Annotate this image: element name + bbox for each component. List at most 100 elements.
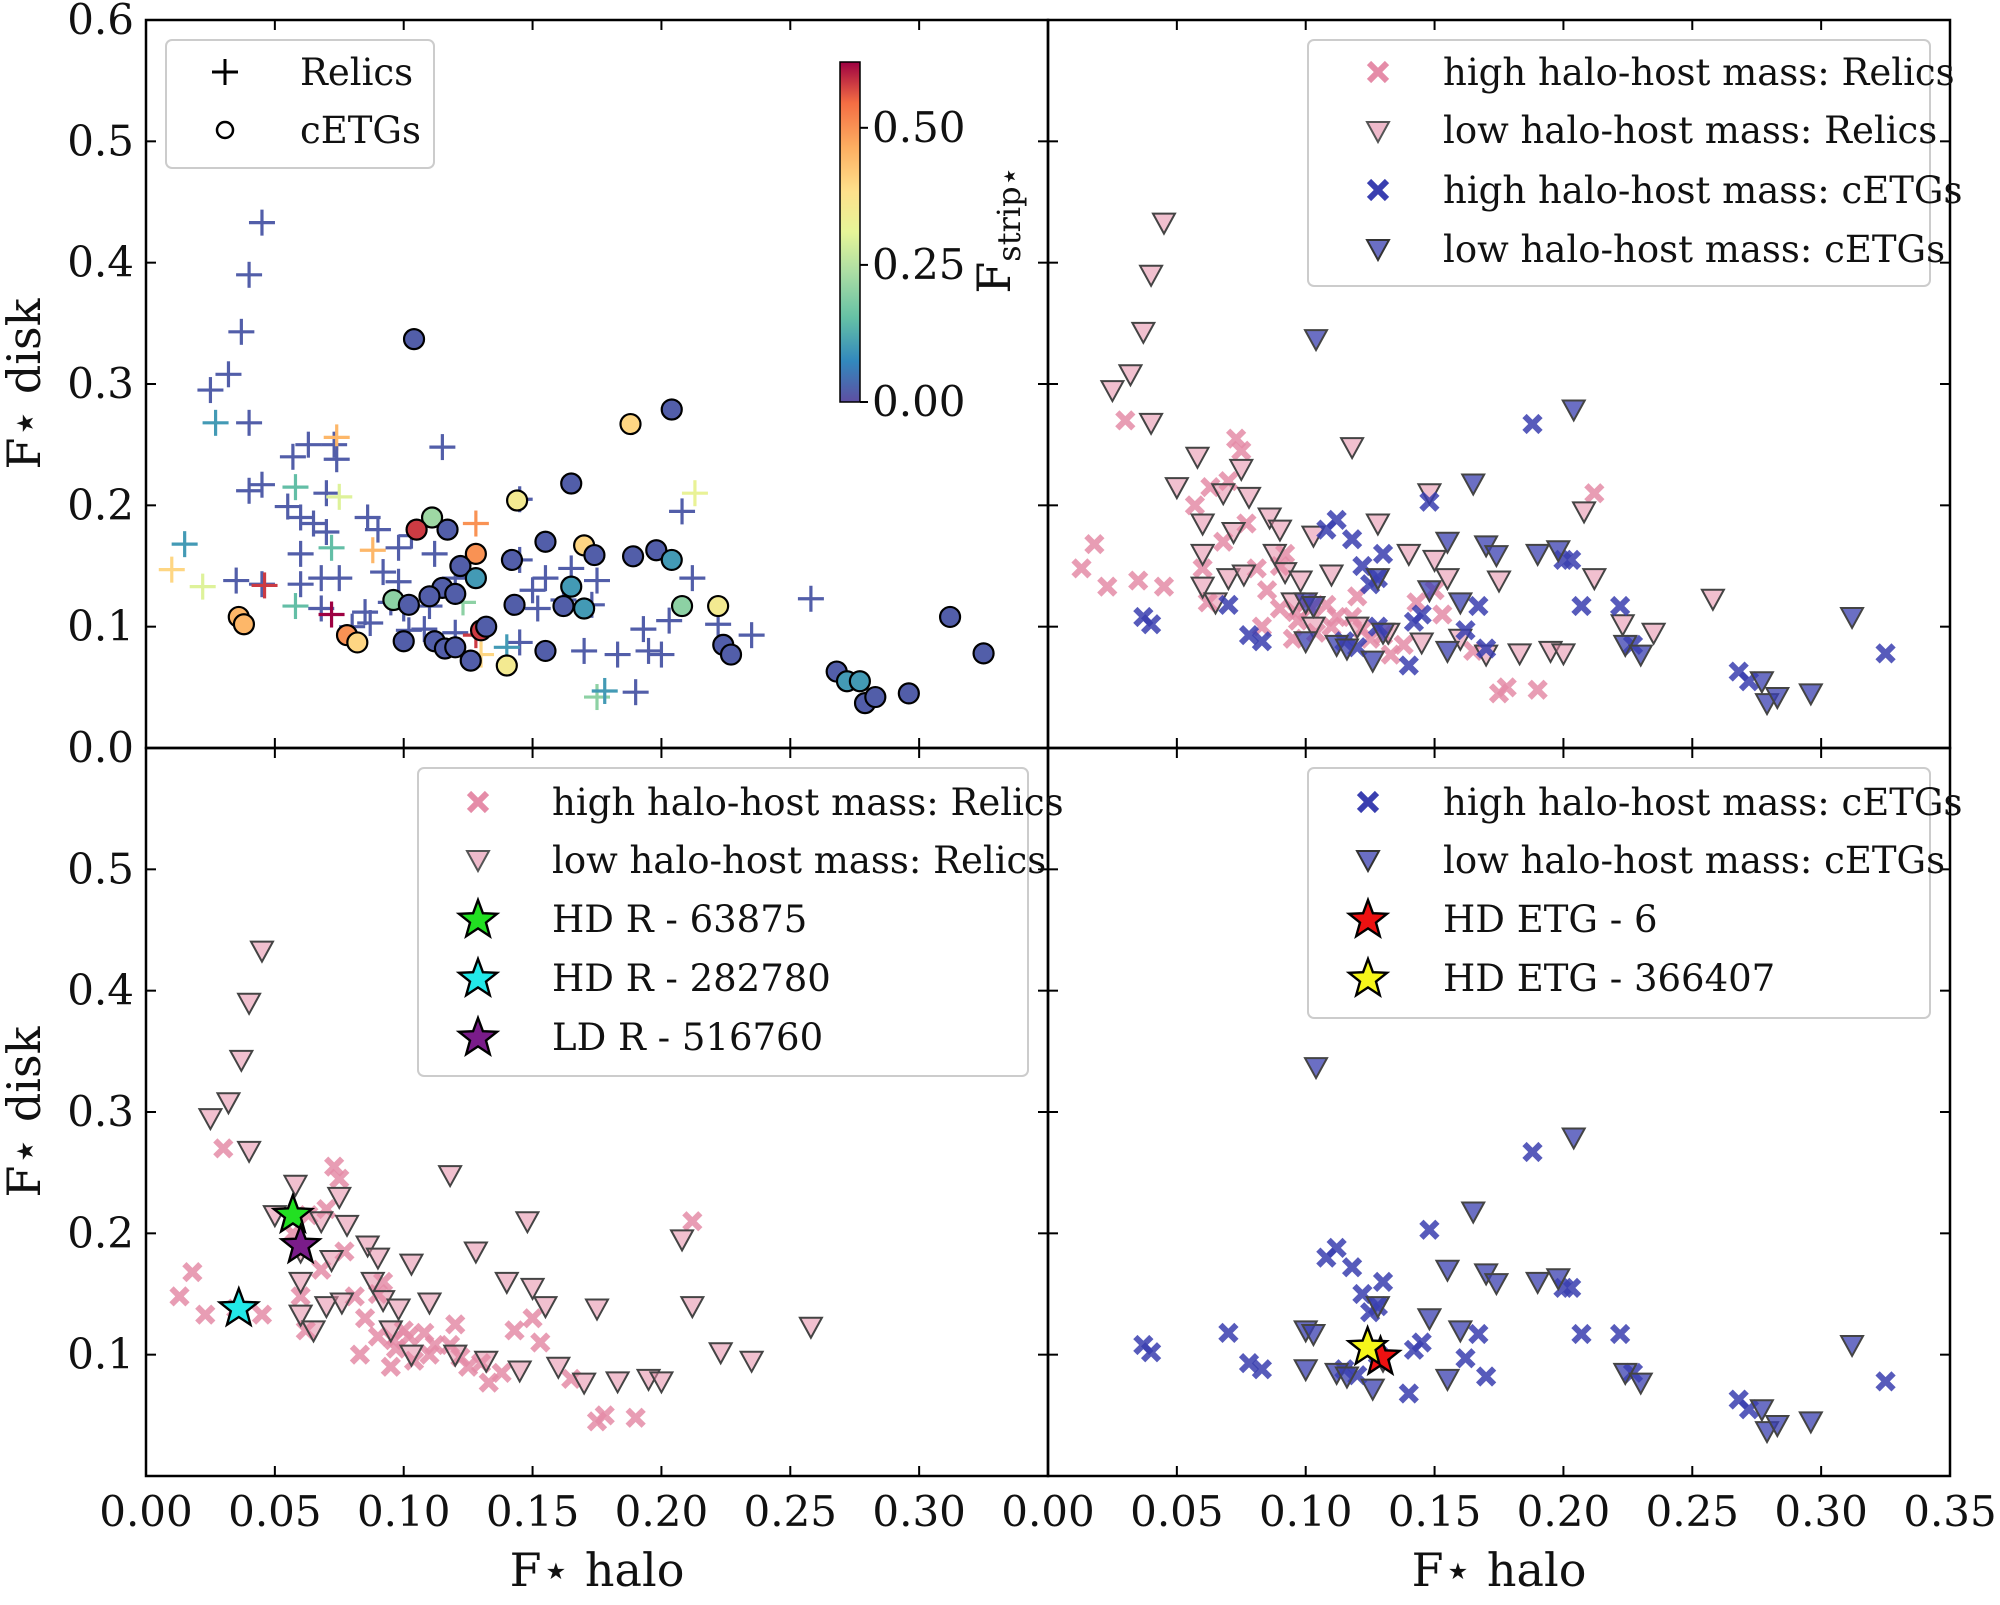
low-mass-relic-point bbox=[1184, 446, 1211, 470]
ticks-layer: 0.0 0.1 0.2 0.3 0.4 0.5 0.6 0.1 0.2 0.3 0.4 0.5 0.00… bbox=[67, 0, 1997, 1536]
relic-point bbox=[197, 377, 224, 404]
high-mass-relic-point bbox=[169, 1286, 190, 1307]
low-mass-relic-point bbox=[494, 1271, 520, 1295]
legend-bl-high-relics-icon bbox=[466, 790, 490, 814]
relic-point bbox=[630, 616, 657, 643]
y-tick-label: 0.0 bbox=[67, 723, 134, 772]
low-mass-relic-point bbox=[648, 1371, 675, 1395]
cetg-point bbox=[552, 594, 575, 618]
low-mass-relic-point bbox=[228, 1049, 255, 1073]
low-mass-relic-point bbox=[282, 1174, 309, 1198]
high-mass-cetg-point bbox=[1571, 1323, 1592, 1345]
low-mass-cetg-point bbox=[1360, 1378, 1386, 1402]
cetg-point bbox=[495, 654, 518, 677]
relic-point bbox=[313, 480, 340, 507]
high-mass-cetg-point bbox=[1238, 1353, 1260, 1374]
low-mass-relic-point bbox=[329, 1292, 355, 1316]
relic-point bbox=[738, 622, 765, 649]
relic-point bbox=[681, 480, 708, 507]
legend-relics-label: Relics bbox=[300, 51, 413, 94]
legend-low-cetgs-icon bbox=[1365, 239, 1391, 263]
low-mass-relic-point bbox=[1099, 380, 1126, 404]
high-mass-relic-point bbox=[504, 1320, 525, 1341]
low-mass-cetg-point bbox=[1545, 1268, 1571, 1292]
relic-point bbox=[236, 477, 263, 504]
cetg-point bbox=[418, 585, 441, 608]
high-mass-relic-point bbox=[522, 1308, 543, 1329]
high-mass-relic-point bbox=[1192, 558, 1213, 579]
high-mass-cetg-point bbox=[1218, 594, 1239, 615]
x-tick-label: 0.05 bbox=[228, 1487, 322, 1536]
cetg-point bbox=[459, 649, 482, 672]
cetg-point bbox=[449, 554, 472, 578]
low-mass-cetg-point bbox=[1545, 540, 1571, 564]
low-mass-relic-point bbox=[326, 1186, 352, 1211]
relic-point bbox=[323, 424, 350, 451]
legend-star-icon bbox=[455, 955, 501, 998]
low-mass-cetg-point bbox=[1303, 329, 1329, 353]
legend-star-icon bbox=[1345, 896, 1391, 939]
colorbar-tick-label: 0.00 bbox=[872, 377, 966, 426]
legend-bl-high-relics-label: high halo-host mass: Relics bbox=[552, 781, 1064, 824]
low-mass-relic-point bbox=[215, 1092, 242, 1116]
cetg-point bbox=[534, 530, 557, 553]
y-tick-label: 0.3 bbox=[67, 1087, 134, 1136]
y-tick-label: 0.2 bbox=[67, 480, 134, 529]
high-mass-cetg-point bbox=[1475, 638, 1497, 659]
low-mass-relic-point bbox=[236, 992, 262, 1016]
low-mass-relic-point bbox=[584, 1298, 610, 1322]
cetg-point bbox=[475, 615, 498, 638]
cetg-point bbox=[232, 613, 256, 636]
high-mass-relic-point bbox=[213, 1138, 234, 1159]
low-mass-relic-point bbox=[545, 1356, 572, 1380]
y-tick-label: 0.2 bbox=[67, 1208, 134, 1257]
x-tick-label: 0.10 bbox=[357, 1487, 451, 1536]
low-mass-cetg-point bbox=[1460, 473, 1486, 497]
high-mass-relic-point bbox=[1226, 428, 1247, 449]
relic-point bbox=[604, 641, 631, 668]
low-mass-relic-point bbox=[669, 1229, 695, 1253]
low-mass-relic-point bbox=[354, 1235, 381, 1259]
cetg-point bbox=[346, 631, 369, 654]
low-mass-relic-point bbox=[532, 1296, 559, 1320]
low-mass-relic-point bbox=[249, 940, 275, 964]
low-mass-relic-point bbox=[1550, 643, 1577, 667]
relic-point bbox=[656, 607, 683, 634]
high-mass-relic-point bbox=[1184, 495, 1206, 516]
relic-point bbox=[215, 361, 242, 388]
low-mass-cetg-point bbox=[1524, 543, 1551, 567]
low-mass-relic-point bbox=[334, 1214, 360, 1238]
x-axis-label-left: F⋆ halo bbox=[510, 1543, 685, 1597]
low-mass-relic-point bbox=[1256, 507, 1283, 531]
relic-point bbox=[797, 585, 824, 612]
y-tick-label: 0.3 bbox=[67, 359, 134, 408]
x-tick-label: 0.20 bbox=[1517, 1487, 1611, 1536]
high-mass-relic-point bbox=[1496, 677, 1517, 698]
relic-point bbox=[251, 572, 278, 599]
legend-bottom-right: high halo-host mass: cETGs low halo-host… bbox=[1307, 767, 1962, 1019]
high-mass-cetg-point bbox=[1419, 491, 1440, 512]
cetg-point bbox=[573, 597, 596, 620]
cetg-point bbox=[503, 593, 526, 616]
relic-point bbox=[287, 504, 314, 531]
relic-point bbox=[622, 679, 649, 706]
legend-star-hd-etg-366407-icon bbox=[1345, 955, 1391, 998]
low-mass-cetg-point bbox=[1764, 687, 1791, 711]
low-mass-relic-point bbox=[416, 1292, 443, 1316]
high-mass-cetg-point bbox=[1875, 643, 1896, 664]
relic-point bbox=[421, 540, 448, 567]
relic-point bbox=[352, 599, 379, 626]
legend-star-hd-r-282780-icon bbox=[455, 955, 501, 998]
highlight-star bbox=[216, 1285, 262, 1328]
low-mass-relic-point bbox=[1236, 486, 1262, 510]
high-mass-cetg-point bbox=[1398, 655, 1419, 676]
low-mass-relic-point bbox=[1396, 543, 1422, 567]
low-mass-relic-point bbox=[398, 1253, 425, 1277]
colorbar-ticks: 0.00 0.25 0.50 bbox=[860, 103, 966, 426]
legend-hd-etg-6-label: HD ETG - 6 bbox=[1443, 898, 1658, 941]
low-mass-cetg-point bbox=[1628, 644, 1654, 668]
x-tick-label: 0.15 bbox=[1388, 1487, 1482, 1536]
high-mass-cetg-point bbox=[1411, 1332, 1432, 1353]
x-tick-label: 0.05 bbox=[1130, 1487, 1224, 1536]
